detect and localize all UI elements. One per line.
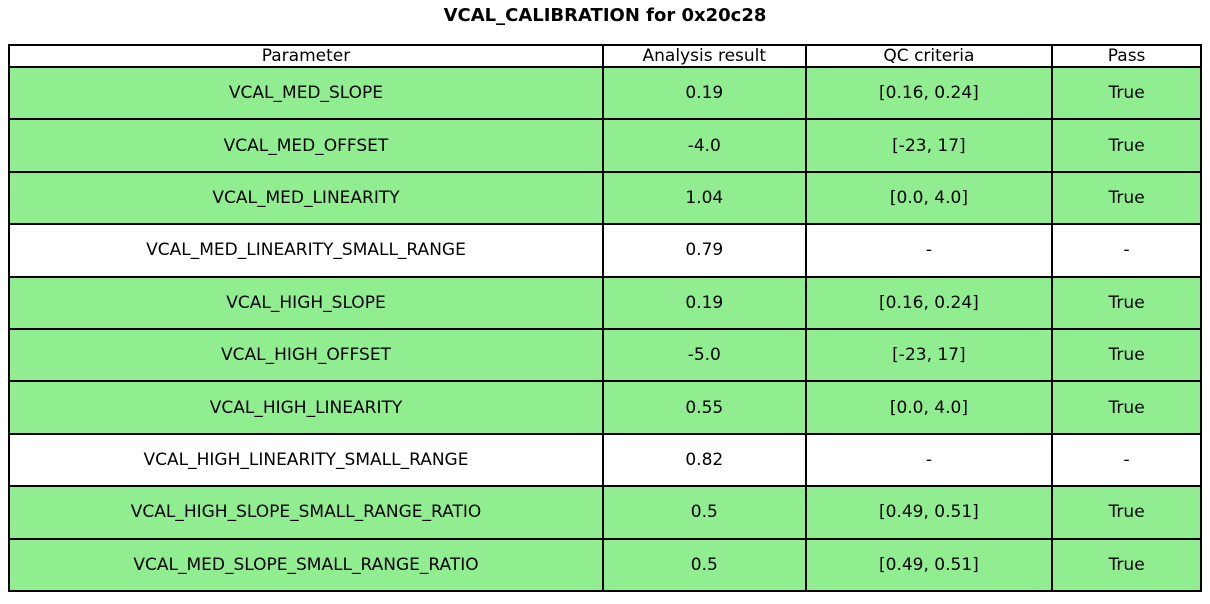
cell-parameter: VCAL_HIGH_OFFSET (8, 327, 604, 383)
table-row: VCAL_MED_SLOPE 0.19 [0.16, 0.24] True (8, 65, 1202, 121)
cell-pass: True (1051, 327, 1202, 383)
cell-pass: True (1051, 65, 1202, 121)
cell-pass: True (1051, 380, 1202, 435)
cell-pass: - (1051, 223, 1202, 278)
table-row: VCAL_HIGH_OFFSET -5.0 [-23, 17] True (8, 327, 1202, 383)
cell-parameter: VCAL_HIGH_LINEARITY_SMALL_RANGE (8, 432, 604, 488)
cell-parameter: VCAL_HIGH_SLOPE_SMALL_RANGE_RATIO (8, 485, 604, 540)
cell-parameter: VCAL_HIGH_LINEARITY (8, 380, 604, 435)
cell-parameter: VCAL_MED_OFFSET (8, 118, 604, 173)
cell-qc-criteria: [0.0, 4.0] (804, 170, 1054, 226)
cell-qc-criteria: [0.16, 0.24] (804, 275, 1054, 330)
header-cell-parameter: Parameter (8, 44, 604, 68)
cell-pass: True (1051, 485, 1202, 540)
cell-qc-criteria: [0.49, 0.51] (804, 485, 1054, 540)
table-row: VCAL_HIGH_LINEARITY 0.55 [0.0, 4.0] True (8, 380, 1202, 435)
cell-pass: - (1051, 432, 1202, 488)
cell-pass: True (1051, 537, 1202, 593)
cell-qc-criteria: [0.0, 4.0] (804, 380, 1054, 435)
cell-analysis-result: -5.0 (601, 327, 807, 383)
table-row: VCAL_HIGH_SLOPE_SMALL_RANGE_RATIO 0.5 [0… (8, 485, 1202, 540)
cell-qc-criteria: [-23, 17] (804, 327, 1054, 383)
cell-analysis-result: 0.55 (601, 380, 807, 435)
cell-parameter: VCAL_MED_SLOPE (8, 65, 604, 121)
cell-qc-criteria: [-23, 17] (804, 118, 1054, 173)
table-row: VCAL_MED_LINEARITY_SMALL_RANGE 0.79 - - (8, 223, 1202, 278)
cell-pass: True (1051, 275, 1202, 330)
cell-analysis-result: -4.0 (601, 118, 807, 173)
cell-parameter: VCAL_MED_SLOPE_SMALL_RANGE_RATIO (8, 537, 604, 593)
table-row: VCAL_HIGH_SLOPE 0.19 [0.16, 0.24] True (8, 275, 1202, 330)
table-row: VCAL_MED_SLOPE_SMALL_RANGE_RATIO 0.5 [0.… (8, 537, 1202, 593)
cell-analysis-result: 0.19 (601, 65, 807, 121)
cell-qc-criteria: [0.16, 0.24] (804, 65, 1054, 121)
table-row: VCAL_MED_OFFSET -4.0 [-23, 17] True (8, 118, 1202, 173)
qc-table: Parameter Analysis result QC criteria Pa… (8, 44, 1202, 593)
cell-analysis-result: 0.82 (601, 432, 807, 488)
table-row: VCAL_MED_LINEARITY 1.04 [0.0, 4.0] True (8, 170, 1202, 226)
qc-table-container: Parameter Analysis result QC criteria Pa… (8, 44, 1202, 593)
table-header-row: Parameter Analysis result QC criteria Pa… (8, 44, 1202, 68)
cell-pass: True (1051, 118, 1202, 173)
cell-qc-criteria: - (804, 223, 1054, 278)
cell-analysis-result: 0.5 (601, 485, 807, 540)
figure-title: VCAL_CALIBRATION for 0x20c28 (443, 5, 767, 26)
cell-analysis-result: 0.5 (601, 537, 807, 593)
cell-pass: True (1051, 170, 1202, 226)
table-row: VCAL_HIGH_LINEARITY_SMALL_RANGE 0.82 - - (8, 432, 1202, 488)
cell-analysis-result: 1.04 (601, 170, 807, 226)
cell-analysis-result: 0.79 (601, 223, 807, 278)
cell-qc-criteria: [0.49, 0.51] (804, 537, 1054, 593)
cell-qc-criteria: - (804, 432, 1054, 488)
header-cell-pass: Pass (1051, 44, 1202, 68)
cell-parameter: VCAL_MED_LINEARITY_SMALL_RANGE (8, 223, 604, 278)
cell-parameter: VCAL_MED_LINEARITY (8, 170, 604, 226)
cell-analysis-result: 0.19 (601, 275, 807, 330)
header-cell-analysis-result: Analysis result (601, 44, 807, 68)
header-cell-qc-criteria: QC criteria (804, 44, 1054, 68)
cell-parameter: VCAL_HIGH_SLOPE (8, 275, 604, 330)
